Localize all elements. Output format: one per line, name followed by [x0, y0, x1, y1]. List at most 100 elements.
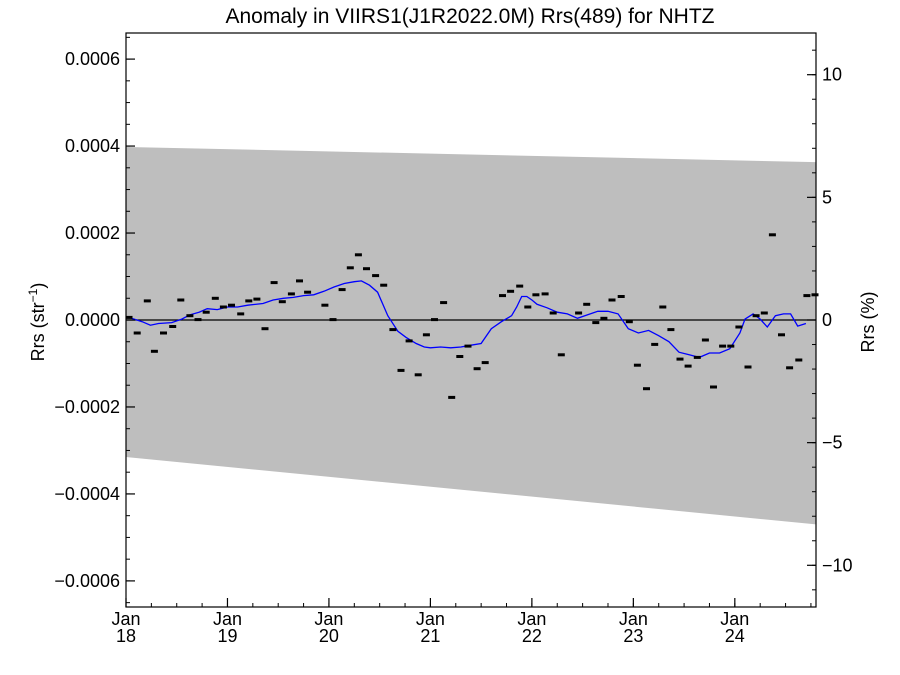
data-point-24 [338, 288, 346, 292]
right-y-tick-label: 0 [822, 310, 832, 330]
data-point-77 [803, 294, 811, 298]
data-point-50 [575, 311, 583, 315]
data-point-76 [795, 358, 803, 362]
data-point-49 [557, 353, 565, 357]
data-point-1 [133, 331, 141, 335]
right-y-axis-title: Rrs (%) [858, 292, 878, 353]
data-point-48 [549, 311, 557, 315]
data-point-56 [625, 320, 633, 324]
data-point-6 [177, 298, 185, 302]
data-point-78 [811, 293, 819, 297]
data-point-23 [329, 318, 337, 322]
x-tick-year-label: 21 [420, 626, 440, 646]
data-point-36 [440, 301, 448, 305]
data-point-32 [405, 339, 413, 343]
data-point-67 [719, 344, 727, 348]
chart-title: Anomaly in VIIRS1(J1R2022.0M) Rrs(489) f… [226, 5, 715, 28]
x-tick-year-label: 23 [623, 626, 643, 646]
data-point-41 [481, 361, 489, 365]
data-point-51 [583, 302, 591, 306]
data-point-35 [431, 318, 438, 322]
smoothed-line-layer [125, 280, 807, 359]
smoothed-anomaly-line [125, 280, 807, 359]
data-point-74 [778, 333, 785, 337]
x-tick-year-label: 19 [217, 626, 237, 646]
data-point-12 [228, 303, 235, 307]
data-point-40 [473, 367, 481, 371]
data-point-33 [414, 373, 422, 377]
x-tick-year-label: 22 [522, 626, 542, 646]
uncertainty-band-layer [126, 146, 816, 525]
right-y-tick-label: −5 [822, 433, 843, 453]
data-point-59 [651, 342, 659, 346]
data-point-13 [237, 312, 245, 316]
data-point-0 [125, 315, 133, 319]
data-point-75 [786, 366, 794, 370]
data-point-3 [150, 349, 158, 353]
data-point-45 [524, 305, 532, 309]
data-point-19 [287, 292, 295, 296]
right-y-tick-label: −10 [822, 555, 853, 575]
data-point-73 [768, 233, 776, 237]
data-point-70 [744, 365, 752, 369]
data-point-8 [194, 318, 202, 322]
data-point-21 [304, 290, 312, 294]
x-tick-month-label: Jan [213, 609, 242, 629]
data-point-52 [592, 321, 600, 325]
data-point-46 [532, 293, 540, 297]
data-point-61 [667, 328, 675, 332]
x-tick-month-label: Jan [314, 609, 343, 629]
x-tick-year-label: 20 [319, 626, 339, 646]
data-point-63 [684, 364, 692, 368]
data-point-15 [253, 297, 261, 301]
data-point-38 [456, 355, 464, 358]
data-point-29 [380, 283, 388, 287]
data-point-72 [760, 311, 768, 315]
data-point-44 [516, 284, 524, 288]
data-point-22 [321, 303, 329, 307]
x-tick-month-label: Jan [720, 609, 749, 629]
data-point-4 [160, 331, 167, 335]
data-point-66 [710, 385, 717, 389]
x-tick-month-label: Jan [619, 609, 648, 629]
data-point-62 [676, 357, 684, 361]
x-tick-month-label: Jan [517, 609, 546, 629]
data-point-20 [296, 279, 303, 283]
x-tick-year-label: 18 [116, 626, 136, 646]
x-tick-month-label: Jan [111, 609, 140, 629]
x-tick-month-label: Jan [416, 609, 445, 629]
left-y-tick-label: 0.0006 [65, 49, 120, 69]
data-point-11 [219, 305, 227, 309]
left-y-tick-label: 0.0000 [65, 310, 120, 330]
right-y-tick-label: 5 [822, 187, 832, 207]
left-y-tick-label: 0.0002 [65, 223, 120, 243]
data-point-42 [499, 294, 506, 298]
x-tick-year-label: 24 [725, 626, 745, 646]
data-point-47 [541, 292, 549, 296]
data-point-18 [278, 300, 286, 304]
data-point-34 [422, 333, 430, 337]
data-point-58 [643, 387, 650, 391]
data-point-14 [245, 299, 253, 303]
data-point-39 [464, 344, 472, 348]
data-point-69 [735, 325, 743, 329]
data-point-57 [633, 363, 641, 367]
left-y-axis-title: Rrs (str−1) [26, 283, 48, 362]
axes-layer: 0.0006 0.0004 0.0002 0.0000 −0.0002 −0.0004 −0… [54, 32, 853, 646]
data-point-55 [617, 295, 625, 298]
data-point-54 [608, 298, 616, 302]
data-point-9 [202, 310, 210, 314]
data-point-25 [346, 266, 354, 270]
data-point-5 [169, 325, 177, 328]
data-point-30 [389, 328, 397, 332]
data-point-17 [270, 281, 278, 285]
data-point-10 [211, 296, 219, 300]
data-point-37 [448, 395, 456, 399]
left-y-tick-label: −0.0004 [54, 484, 120, 504]
uncertainty-band [126, 146, 816, 525]
data-point-68 [727, 344, 735, 348]
data-point-16 [261, 327, 269, 331]
data-point-65 [701, 338, 709, 342]
data-point-2 [143, 299, 151, 303]
